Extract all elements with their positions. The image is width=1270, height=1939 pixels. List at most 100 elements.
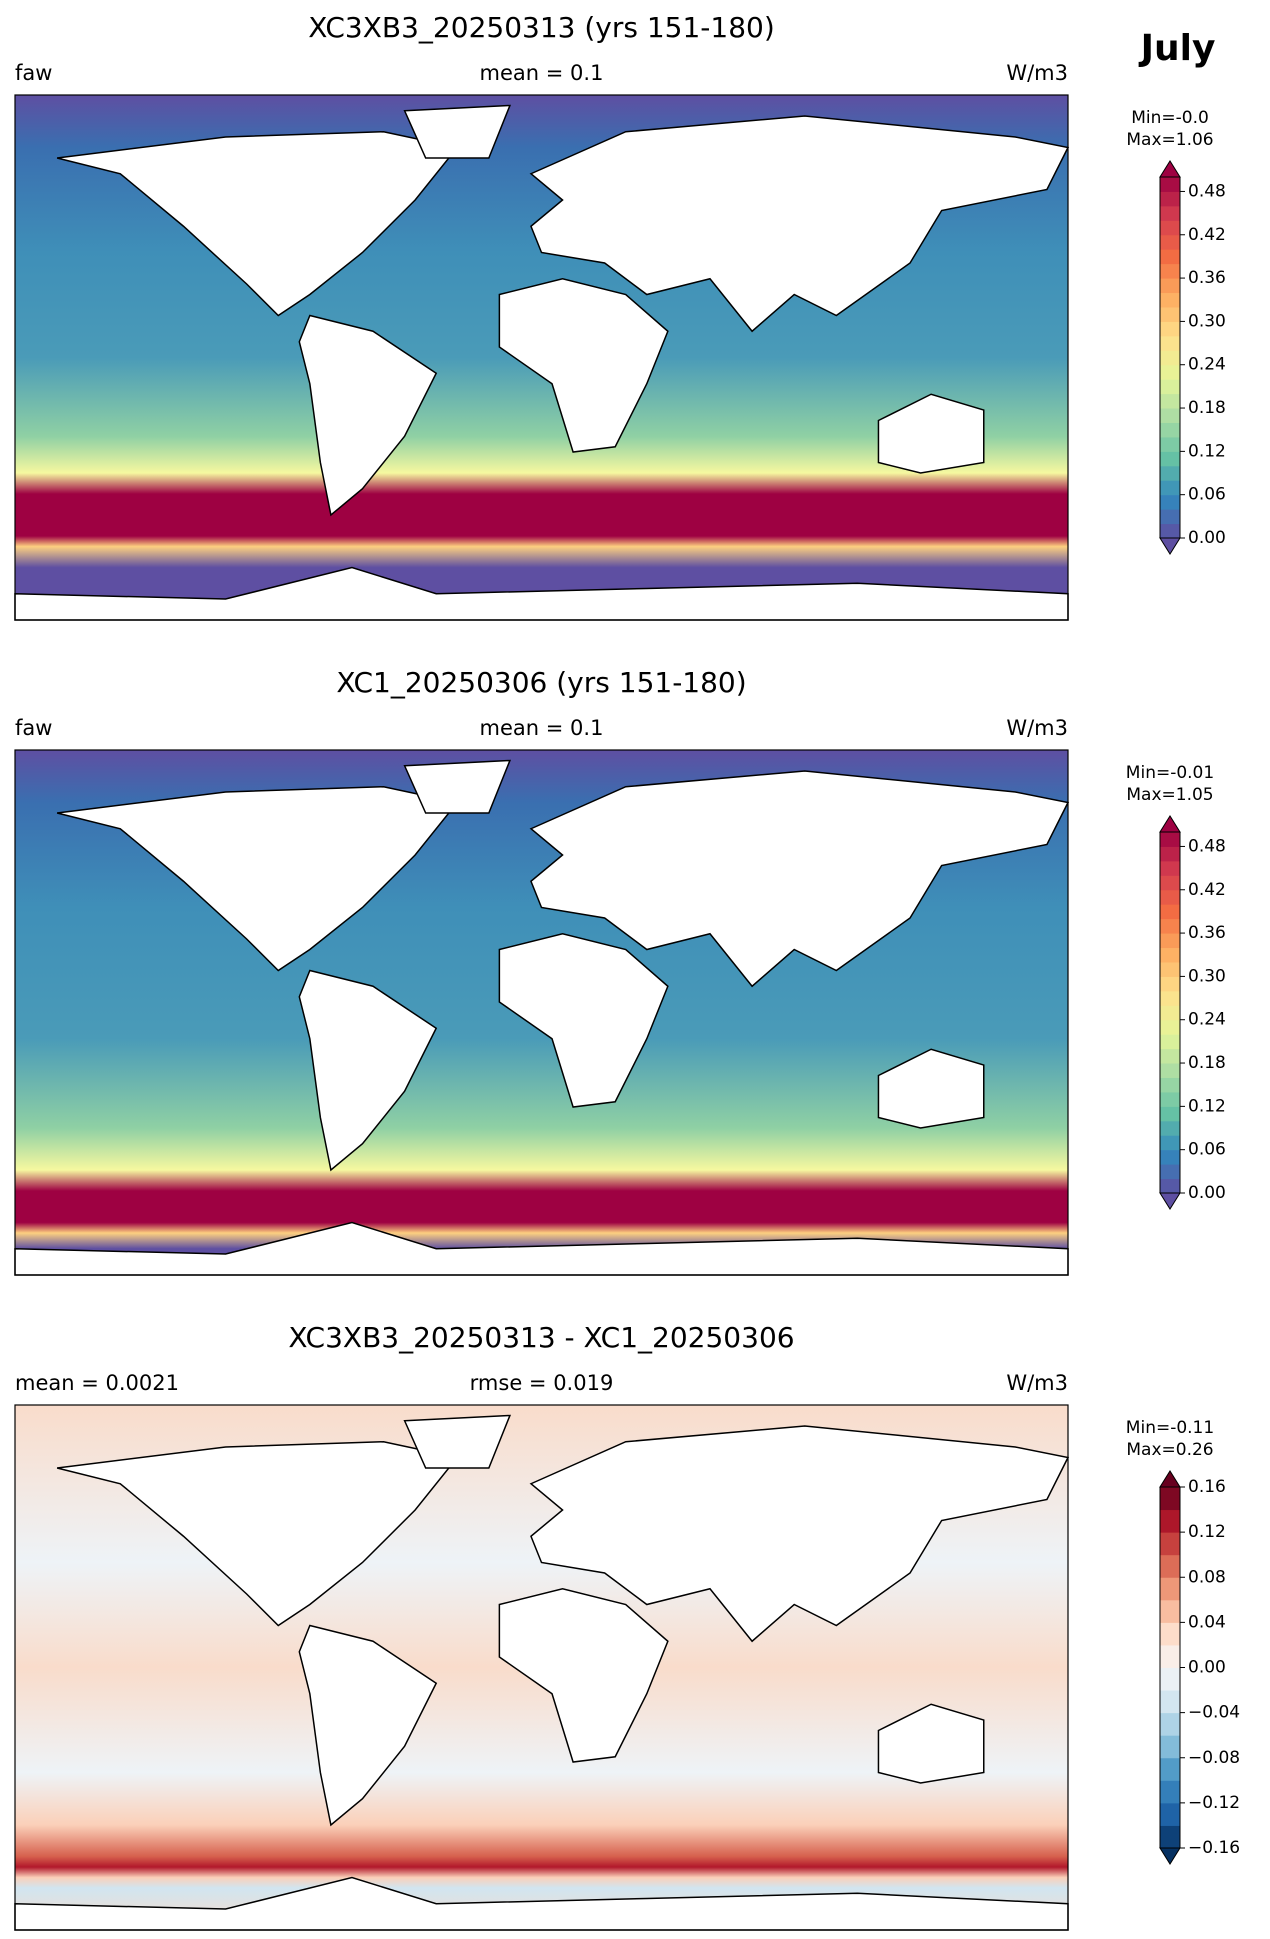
colorbar-tick-label: 0.16 [1188,1477,1226,1497]
land [877,1048,985,1129]
colorbar-tick-label: 0.12 [1188,1522,1226,1542]
colorbar-segment [1160,422,1180,438]
colorbar-segment [1160,1509,1180,1533]
map-frame [14,1404,1069,1931]
colorbar-tick-label: 0.04 [1188,1612,1226,1632]
colorbar-extend-bottom [1159,537,1181,555]
colorbar-segment [1160,1019,1180,1035]
colorbar-tick-label: 0.36 [1188,268,1226,288]
colorbar-segment [1160,494,1180,510]
colorbar-segment [1160,408,1180,423]
panel-title: XC3XB3_20250313 - XC1_20250306 [288,1321,794,1354]
colorbar-extend-top [1159,815,1181,833]
max-label: Max=1.05 [1126,785,1213,805]
colorbar-tick-label: 0.24 [1188,355,1226,375]
colorbar-tick-label: 0.30 [1188,966,1226,986]
colorbar-segment [1160,1149,1180,1165]
colorbar-segment [1160,335,1180,351]
colorbar-segment [1160,509,1180,525]
land [877,1703,985,1784]
colorbar-segment [1160,465,1180,481]
colorbar-tick-label: 0.06 [1188,1140,1226,1160]
colorbar-tick-label: −0.04 [1188,1703,1240,1723]
map-frame [14,749,1069,1276]
panel-title: XC1_20250306 (yrs 151-180) [336,666,746,699]
colorbar-extend-top [1159,160,1181,178]
colorbar-segment [1160,1644,1180,1668]
colorbar-tick-label: 0.30 [1188,311,1226,331]
colorbar-segment [1160,846,1180,862]
land [298,314,438,517]
colorbar-frame [1159,831,1181,1194]
colorbar-segment [1160,451,1180,467]
colorbar-segment [1160,523,1180,539]
figure-title: July [1138,28,1216,69]
colorbar-segment [1160,205,1180,221]
colorbar-segment [1160,1599,1180,1623]
colorbar-segment [1160,234,1180,250]
land [403,104,512,159]
colorbar-segment [1160,306,1180,322]
land [56,130,459,317]
colorbar-segment [1160,1712,1180,1736]
colorbar-segment [1160,1091,1180,1107]
colorbar-segment [1160,832,1180,847]
colorbar-segment [1160,1164,1180,1180]
colorbar-segment [1160,364,1180,380]
colorbar-extend-bottom [1159,1192,1181,1210]
colorbar-segment [1160,393,1180,409]
colorbar-tick-label: −0.16 [1188,1838,1240,1858]
colorbar-tick-label: 0.12 [1188,1096,1226,1116]
max-label: Max=0.26 [1126,1440,1213,1460]
colorbar-segment [1160,1487,1180,1511]
colorbar-tick-label: 0.48 [1188,181,1226,201]
colorbar-segment [1160,990,1180,1006]
colorbar-segment [1160,933,1180,949]
min-label: Min=-0.0 [1131,108,1209,128]
colorbar-segment [1160,1554,1180,1578]
colorbar-tick-label: 0.18 [1188,1053,1226,1073]
left-label: mean = 0.0021 [15,1371,179,1395]
land [529,115,1070,333]
colorbar-tick-label: 0.08 [1188,1567,1226,1587]
colorbar-tick-label: 0.06 [1188,485,1226,505]
colorbar-tick-label: 0.00 [1188,528,1226,548]
colorbar-segment [1160,177,1180,192]
colorbar-segment [1160,379,1180,395]
colorbar-segment [1160,191,1180,207]
colorbar-segment [1160,1077,1180,1093]
colorbar-segment [1160,220,1180,236]
colorbar-segment [1160,1048,1180,1064]
colorbar-tick-label: 0.42 [1188,880,1226,900]
colorbar-frame [1159,176,1181,539]
colorbar-tick-label: 0.36 [1188,923,1226,943]
right-label: W/m3 [1006,61,1068,85]
colorbar-extend-bottom [1159,1847,1181,1865]
colorbar-segment [1160,1005,1180,1021]
colorbar-segment [1160,961,1180,977]
colorbar-segment [1160,1825,1180,1849]
colorbar-tick-label: −0.12 [1188,1793,1240,1813]
colorbar-segment [1160,860,1180,876]
colorbar-segment [1160,249,1180,265]
colorbar-segment [1160,1735,1180,1759]
center-label: rmse = 0.019 [470,1371,614,1395]
min-label: Min=-0.11 [1126,1418,1214,1438]
land [877,393,985,474]
colorbar-segment [1160,1178,1180,1194]
colorbar-segment [1160,278,1180,294]
colorbar-segment [1160,263,1180,279]
max-label: Max=1.06 [1126,130,1213,150]
colorbar-segment [1160,976,1180,992]
colorbar-segment [1160,1690,1180,1714]
colorbar-segment [1160,1120,1180,1136]
land [529,770,1070,988]
colorbar-segment [1160,321,1180,337]
colorbar-segment [1160,1757,1180,1781]
land [403,759,512,814]
colorbar-segment [1160,292,1180,308]
colorbar-tick-label: 0.18 [1188,398,1226,418]
land [498,932,669,1108]
left-label: faw [15,61,52,85]
